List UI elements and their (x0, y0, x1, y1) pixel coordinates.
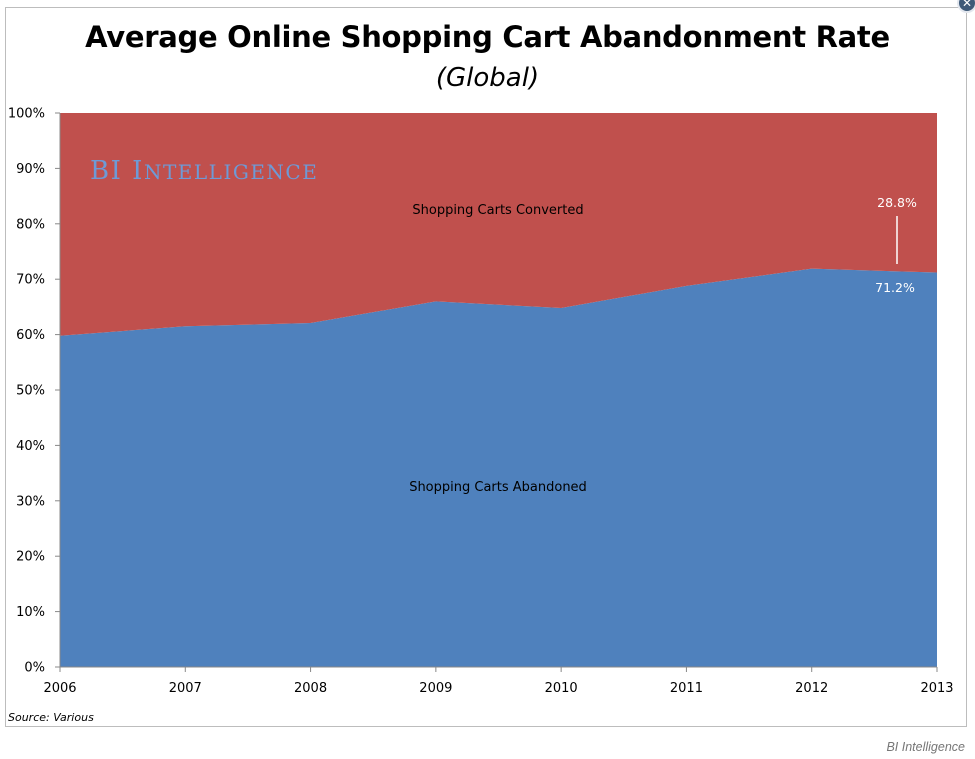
y-tick-label: 40% (16, 439, 45, 454)
data-label-converted-2013: 28.8% (877, 195, 917, 210)
x-tick-label: 2011 (670, 681, 703, 696)
y-tick-label: 100% (8, 107, 45, 122)
x-tick-label: 2013 (920, 681, 953, 696)
chart-title: Average Online Shopping Cart Abandonment… (85, 20, 890, 54)
watermark: BI INTELLIGENCE (90, 156, 318, 186)
y-tick-label: 50% (16, 384, 45, 399)
y-tick-label: 60% (16, 328, 45, 343)
y-tick-label: 70% (16, 273, 45, 288)
area-series-abandoned (60, 268, 937, 667)
y-tick-label: 90% (16, 162, 45, 177)
x-tick-label: 2012 (795, 681, 828, 696)
x-tick-label: 2007 (169, 681, 202, 696)
y-tick-label: 0% (24, 661, 45, 676)
y-tick-label: 30% (16, 494, 45, 509)
x-tick-label: 2009 (419, 681, 452, 696)
y-tick-label: 80% (16, 217, 45, 232)
close-icon[interactable]: ✕ (957, 0, 975, 13)
y-tick-label: 20% (16, 550, 45, 565)
y-tick-label: 10% (16, 605, 45, 620)
chart-subtitle: (Global) (435, 63, 540, 93)
data-label-abandoned-2013: 71.2% (875, 280, 915, 295)
x-tick-label: 2010 (545, 681, 578, 696)
area-series-converted (60, 113, 937, 336)
series-label-abandoned: Shopping Carts Abandoned (409, 480, 587, 495)
x-tick-label: 2008 (294, 681, 327, 696)
series-label-converted: Shopping Carts Converted (412, 203, 583, 218)
credit: BI Intelligence (886, 740, 965, 754)
source-note: Source: Various (8, 711, 94, 724)
x-tick-label: 2006 (43, 681, 76, 696)
